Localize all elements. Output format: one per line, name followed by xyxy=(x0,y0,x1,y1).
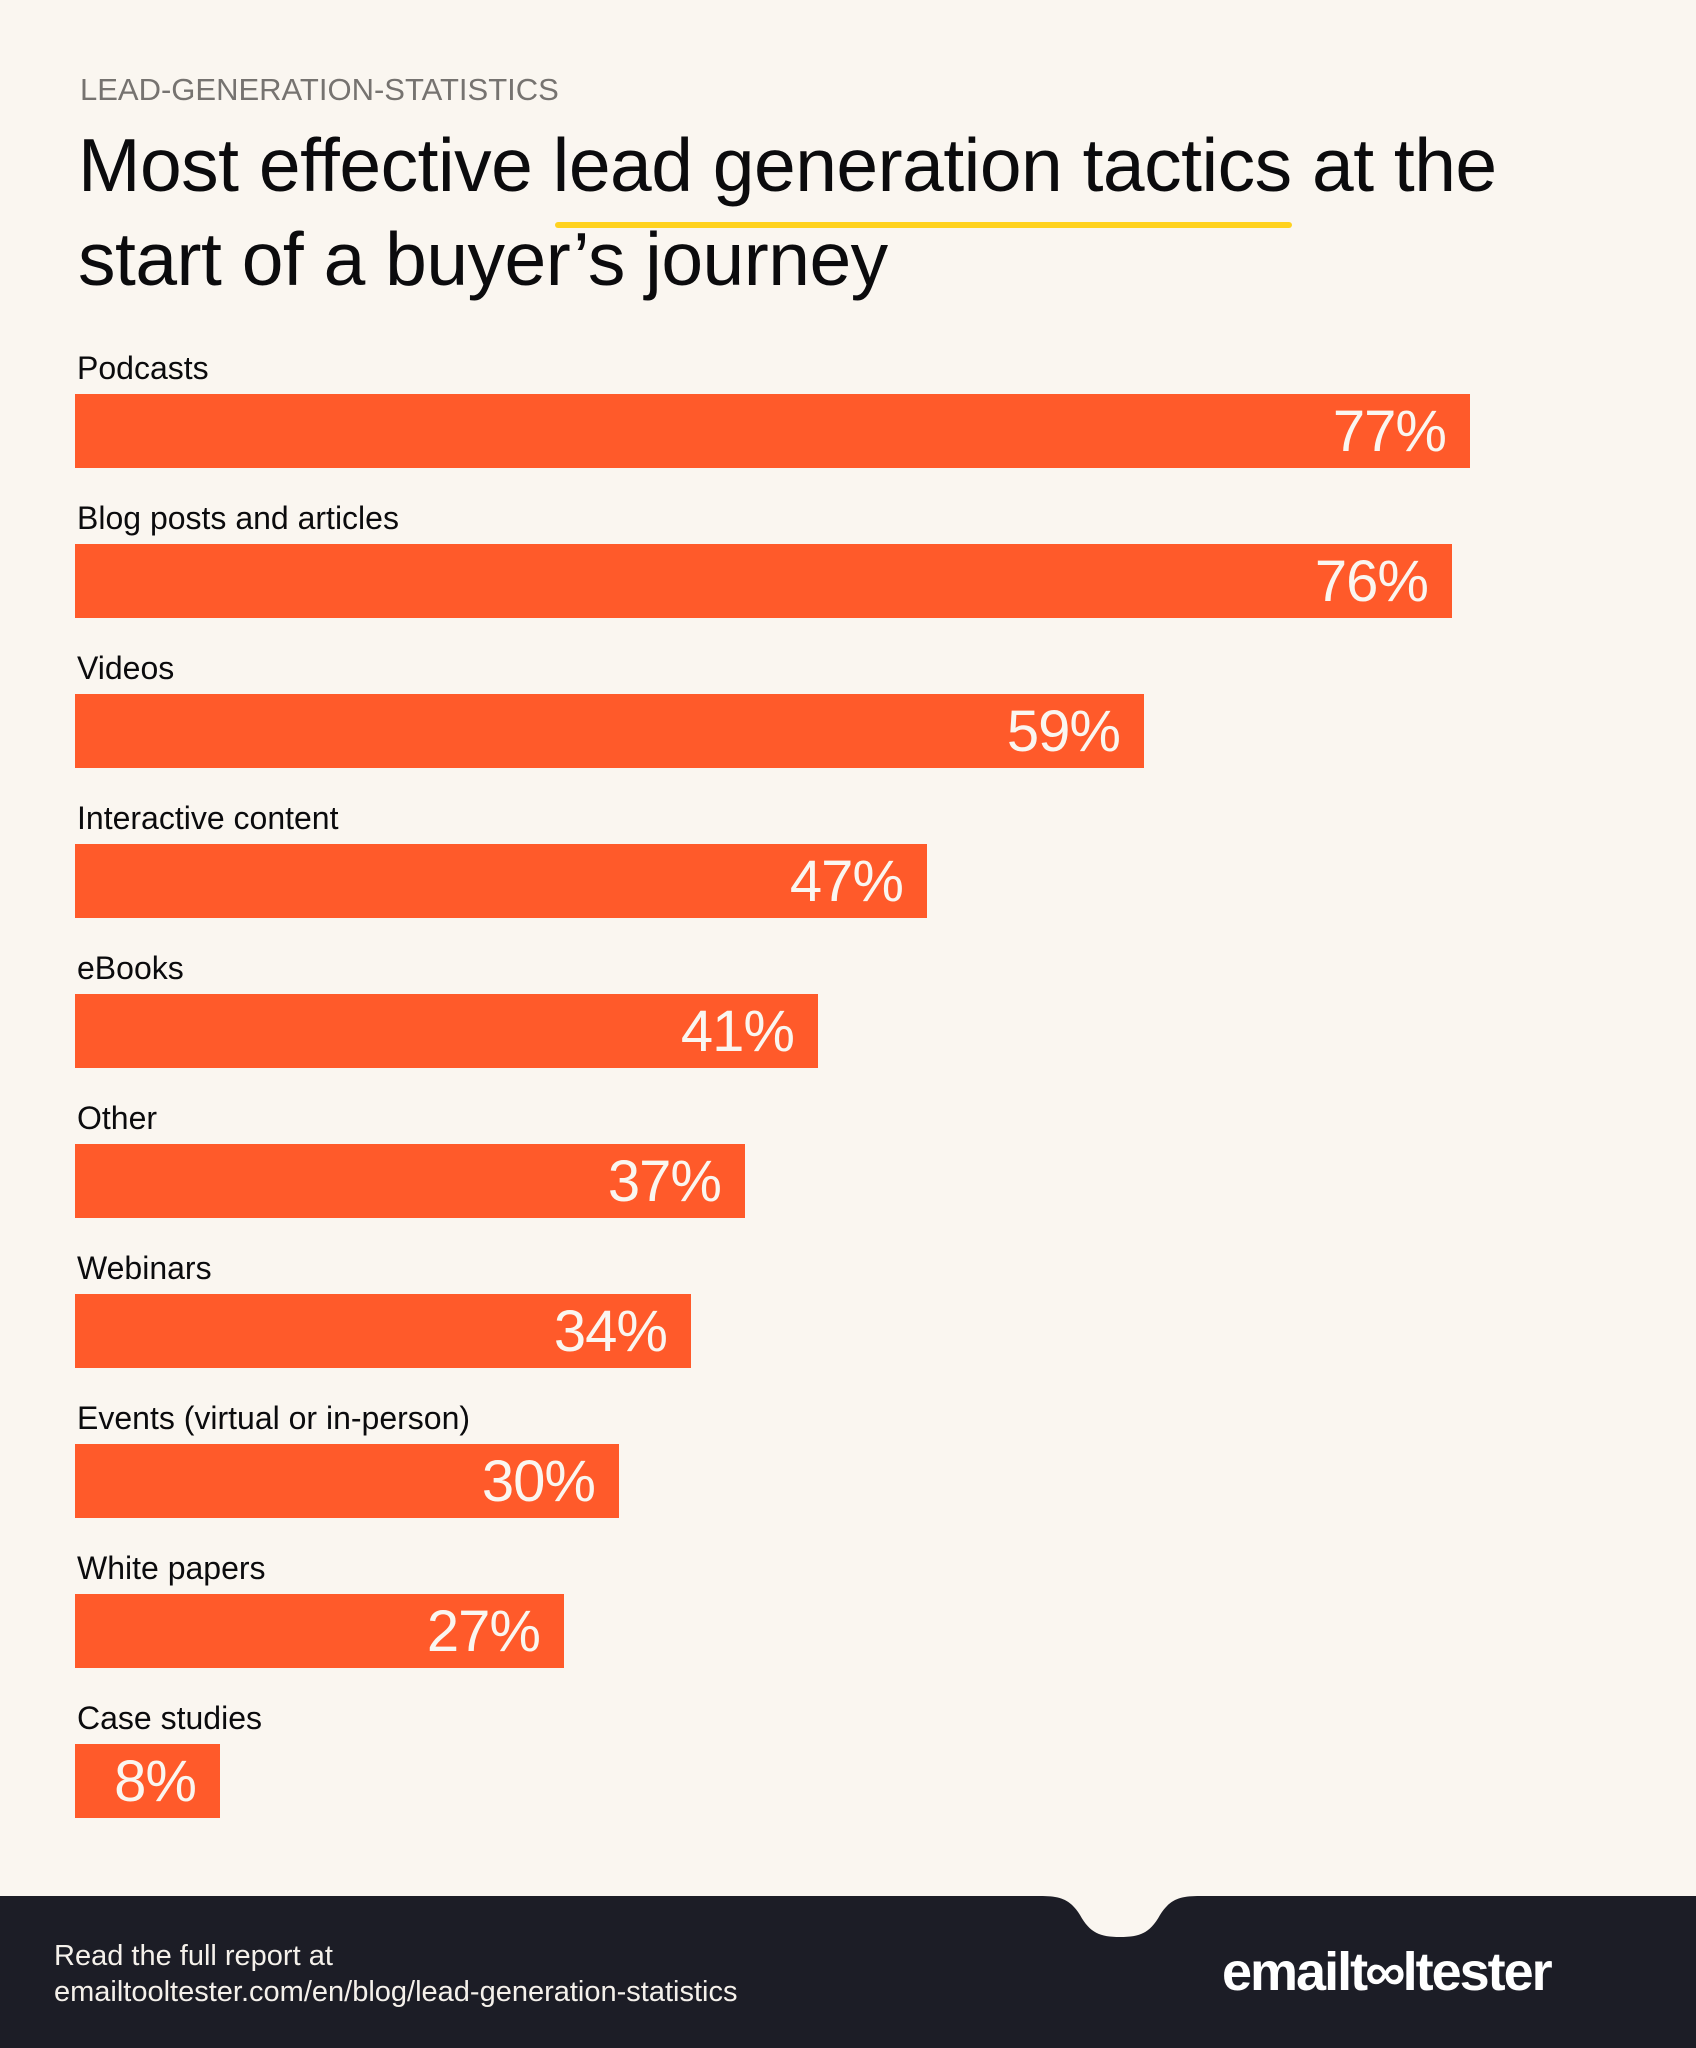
bar: 77% xyxy=(75,394,1470,468)
bar-row: Events (virtual or in-person) 30% xyxy=(75,1394,1635,1544)
bar-value-label: 8% xyxy=(114,1749,197,1814)
bar-chart: Podcasts 77% Blog posts and articles 76% Vid… xyxy=(75,344,1635,1844)
title-prefix: Most effective xyxy=(78,123,553,207)
footer-report-link[interactable]: Read the full report at emailtooltester.… xyxy=(54,1938,737,2010)
bar-row: White papers 27% xyxy=(75,1544,1635,1694)
bar-value-label: 77% xyxy=(1332,399,1447,464)
bar-value-label: 34% xyxy=(553,1299,668,1364)
logo-text-left: emailt xyxy=(1222,1942,1368,2002)
bar-value-label: 37% xyxy=(607,1149,722,1214)
bar-label: White papers xyxy=(77,1550,266,1586)
footer-line-1: Read the full report at xyxy=(54,1940,333,1972)
bar: 76% xyxy=(75,544,1452,618)
bar: 30% xyxy=(75,1444,619,1518)
bar-label: eBooks xyxy=(77,950,184,986)
bar: 34% xyxy=(75,1294,691,1368)
bar-value-label: 30% xyxy=(481,1449,596,1514)
bar-label: Events (virtual or in-person) xyxy=(77,1400,471,1436)
bar-row: Interactive content 47% xyxy=(75,794,1635,944)
bar: 27% xyxy=(75,1594,564,1668)
bar-label: Other xyxy=(77,1100,158,1136)
bar: 41% xyxy=(75,994,818,1068)
bar: 47% xyxy=(75,844,927,918)
bar-row: Podcasts 77% xyxy=(75,344,1635,494)
bar: 37% xyxy=(75,1144,745,1218)
bar-value-label: 47% xyxy=(789,849,904,914)
emailtooltester-logo: emailt∞ltester xyxy=(1222,1942,1553,2002)
bar-label: Case studies xyxy=(77,1700,262,1736)
bar-value-label: 59% xyxy=(1006,699,1121,764)
bar-value-label: 27% xyxy=(426,1599,541,1664)
infinity-icon: ∞ xyxy=(1365,1942,1405,2002)
page-title: Most effective lead generation tactics a… xyxy=(78,118,1638,306)
bar-label: Videos xyxy=(77,650,175,686)
bar-row: Webinars 34% xyxy=(75,1244,1635,1394)
bar: 59% xyxy=(75,694,1144,768)
bar-row: Other 37% xyxy=(75,1094,1635,1244)
bar-row: Case studies 8% xyxy=(75,1694,1635,1844)
bar-row: Blog posts and articles 76% xyxy=(75,494,1635,644)
bar-label: Webinars xyxy=(77,1250,212,1286)
bar: 8% xyxy=(75,1744,220,1818)
bar-label: Podcasts xyxy=(77,350,209,386)
footer-url[interactable]: emailtooltester.com/en/blog/lead-generat… xyxy=(54,1976,738,2008)
eyebrow-label: LEAD-GENERATION-STATISTICS xyxy=(80,72,559,107)
notch-shape-icon xyxy=(1040,1895,1200,1937)
title-highlight: lead generation tactics xyxy=(553,118,1292,228)
footer: Read the full report at emailtooltester.… xyxy=(0,1895,1696,2048)
bar-value-label: 41% xyxy=(680,999,795,1064)
bar-label: Blog posts and articles xyxy=(77,500,399,536)
bar-value-label: 76% xyxy=(1314,549,1429,614)
bar-label: Interactive content xyxy=(77,800,339,836)
title-suffix: at the start of a buyer’s journey xyxy=(78,123,1497,301)
bar-row: eBooks 41% xyxy=(75,944,1635,1094)
logo-text-right: ltester xyxy=(1402,1942,1553,2002)
bar-row: Videos 59% xyxy=(75,644,1635,794)
